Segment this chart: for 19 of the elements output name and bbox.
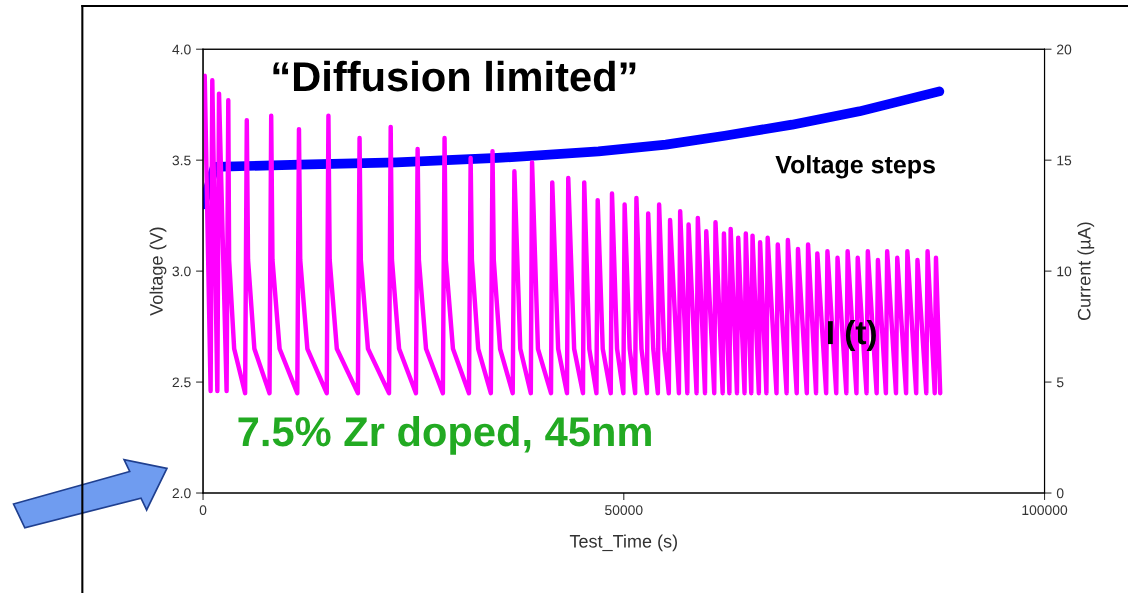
y-axis-title: Voltage (V) <box>149 227 167 316</box>
y2-axis-title: Current (µA) <box>1077 222 1095 321</box>
y-tick-label: 2.0 <box>172 488 191 499</box>
x-tick-label: 100000 <box>1022 505 1068 516</box>
y-tick-label: 3.5 <box>172 155 191 166</box>
annotation: 7.5% Zr doped, 45nm <box>238 415 651 455</box>
y-tick-label: 3.0 <box>172 266 191 277</box>
y2-tick-label: 10 <box>1057 266 1072 277</box>
y2-tick-label: 0 <box>1056 488 1064 499</box>
x-axis-title: Test_Time (s) <box>569 534 677 552</box>
annotation: “Diffusion limited” <box>273 60 636 92</box>
y-tick-label: 2.5 <box>172 377 191 388</box>
x-tick-label: 50000 <box>605 505 643 516</box>
y2-tick-label: 15 <box>1057 155 1072 166</box>
x-tick-label: 0 <box>199 505 207 516</box>
y-tick-label: 4.0 <box>172 44 191 55</box>
y2-tick-label: 5 <box>1056 377 1064 388</box>
y2-tick-label: 20 <box>1057 44 1072 55</box>
annotation: Voltage steps <box>775 155 935 179</box>
